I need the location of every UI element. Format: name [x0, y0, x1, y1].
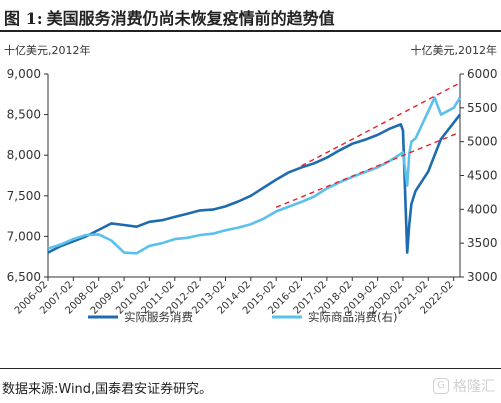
right-tick-label: 4500 — [467, 169, 498, 183]
left-tick-label: 7,500 — [7, 189, 41, 203]
left-tick-label: 7,000 — [7, 229, 41, 243]
figure-title: 图 1: 美国服务消费仍尚未恢复疫情前的趋势值 — [0, 0, 501, 32]
source-note: 数据来源:Wind,国泰君安证券研究。 — [0, 368, 501, 403]
watermark-logo-icon: G — [433, 378, 449, 394]
series-line — [47, 96, 462, 255]
right-tick-label: 6000 — [467, 67, 498, 81]
right-axis-unit: 十亿美元,2012年 — [411, 43, 498, 57]
left-tick-label: 8,000 — [7, 148, 41, 162]
left-axis-unit: 十亿美元,2012年 — [4, 43, 91, 57]
left-tick-label: 9,000 — [7, 67, 41, 81]
watermark-text: 格隆汇 — [453, 379, 495, 395]
figure-number: 图 1: — [4, 9, 43, 28]
series-line — [47, 113, 462, 254]
watermark: G 格隆汇 — [433, 376, 495, 396]
right-tick-label: 3000 — [467, 270, 498, 284]
left-tick-label: 6,500 — [7, 270, 41, 284]
trend-line — [275, 131, 461, 208]
left-tick-label: 8,500 — [7, 108, 41, 122]
right-tick-label: 5000 — [467, 135, 498, 149]
figure-title-text: 美国服务消费仍尚未恢复疫情前的趋势值 — [46, 9, 335, 28]
legend-label: 实际服务消费 — [124, 310, 193, 324]
right-tick-label: 4000 — [467, 202, 498, 216]
right-tick-label: 5500 — [467, 101, 498, 115]
legend-label: 实际商品消费(右) — [308, 310, 397, 324]
line-chart: 十亿美元,2012年 十亿美元,2012年 6,500 7,000 7,500 8,000… — [4, 43, 498, 324]
trend-line — [301, 82, 461, 167]
right-tick-label: 3500 — [467, 236, 498, 250]
